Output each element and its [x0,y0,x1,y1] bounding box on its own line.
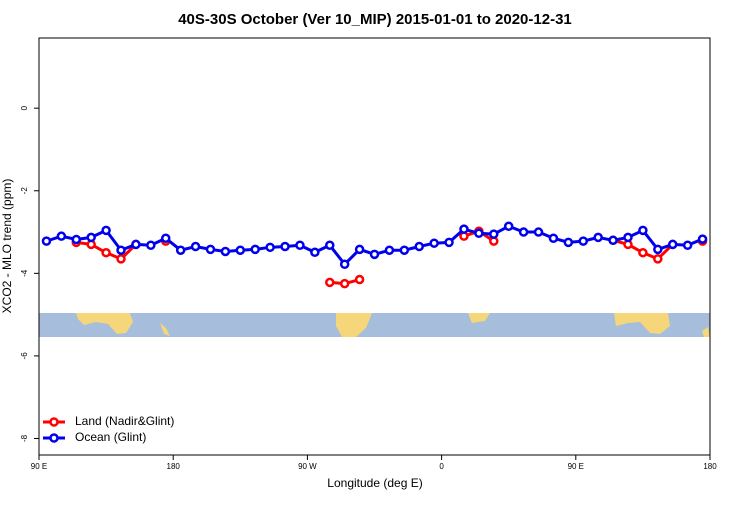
data-point [354,274,365,285]
data-point [116,245,126,255]
data-point [369,249,380,260]
data-point [548,233,559,243]
land [468,313,490,323]
land [336,313,372,337]
data-point [578,236,589,246]
data-point [503,221,514,232]
data-point [56,231,67,241]
data-point [235,245,246,255]
data-point [608,235,618,246]
x-axis-label: Longitude (deg E) [327,476,422,490]
data-point [593,232,603,243]
x-tick-label: 90 E [31,462,47,471]
data-point [116,254,126,264]
data-point [265,242,275,253]
legend-label: Ocean (Glint) [75,430,146,444]
x-tick-label: 90 E [568,462,584,471]
data-point [384,245,395,255]
legend: Land (Nadir&Glint) Ocean (Glint) [43,414,174,444]
land [76,313,133,334]
map-strip [39,313,710,337]
data-point [325,277,335,288]
y-tick-label: -4 [20,269,29,277]
data-point [175,245,186,255]
y-tick-label: 0 [20,105,29,110]
plot-frame [38,37,711,456]
legend-marker [49,433,59,443]
land [702,327,710,337]
data-point [101,247,111,258]
y-tick-label: -6 [20,352,29,360]
land [160,323,170,336]
x-tick-label: 0 [439,462,444,471]
y-tick-label: -8 [20,434,29,442]
data-point [190,241,201,252]
data-point [653,244,663,255]
data-point [71,234,82,245]
legend-label: Land (Nadir&Glint) [75,414,174,428]
data-point [295,240,305,251]
data-point [220,246,231,257]
data-point [310,247,320,258]
data-point [280,241,290,252]
data-point [325,240,335,251]
data-point [444,237,454,248]
data-point [339,278,350,289]
data-point [414,241,424,252]
chart-title: 40S-30S October (Ver 10_MIP) 2015-01-01 … [178,11,572,28]
x-tick-label: 90 W [298,462,317,471]
ocean-strip [39,313,710,337]
data-point [682,240,693,251]
data-point [399,245,410,255]
data-point [518,227,529,237]
legend-marker [49,417,59,427]
land [614,313,670,334]
x-tick-label: 180 [703,462,717,471]
data-point [146,240,156,251]
data-point [697,234,708,244]
data-point [474,228,484,239]
y-axis-label: XCO2 - MLO trend (ppm) [0,179,14,314]
data-point [101,225,111,236]
data-point [429,238,439,248]
data-point [41,236,52,246]
data-point [638,225,648,236]
data-point [250,244,260,255]
data-point [667,239,678,250]
data-point [131,239,141,250]
data-point [459,224,469,234]
data-point [160,233,171,243]
y-tick-label: -2 [20,187,29,195]
x-tick-label: 180 [167,462,181,471]
data-point [533,227,544,237]
data-point [638,247,648,258]
data-point [86,232,96,243]
data-point [563,237,574,248]
data-point [339,259,350,270]
data-point [205,244,216,255]
data-point [489,229,499,239]
data-point [623,232,633,243]
data-point [653,254,663,264]
data-point [354,244,365,255]
